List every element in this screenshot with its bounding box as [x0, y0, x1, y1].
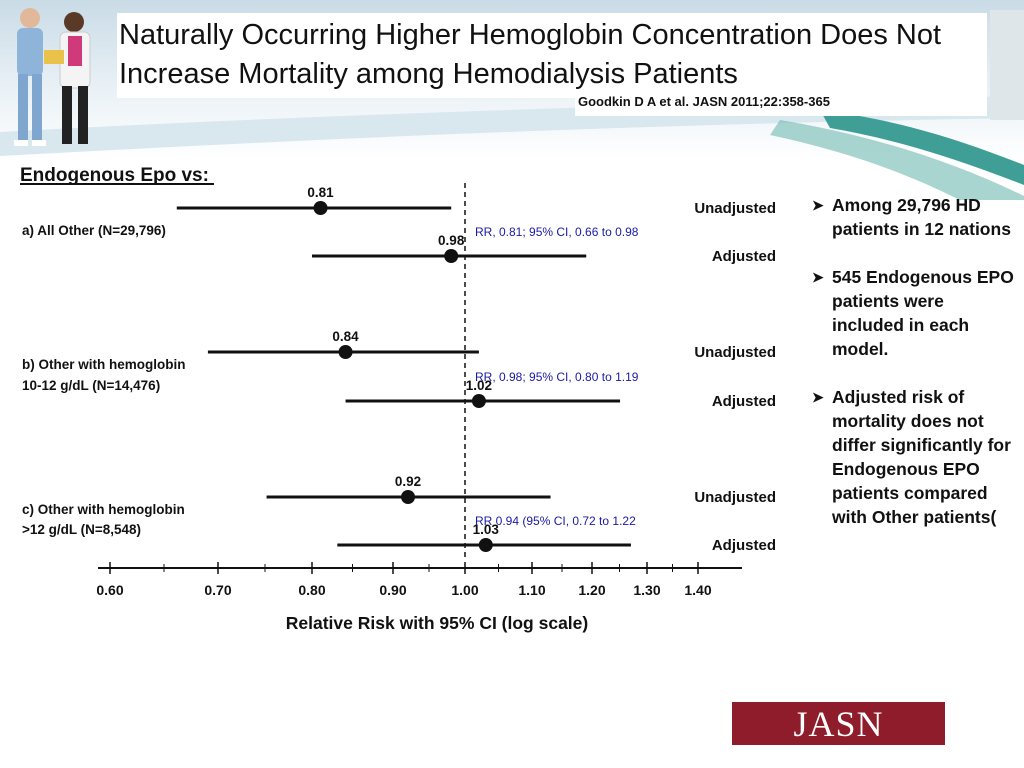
- arrow-bullet-icon: ➤: [812, 197, 824, 213]
- row-label: Adjusted: [712, 537, 776, 554]
- value-label: 0.98: [438, 233, 465, 248]
- clinicians-illustration: [14, 8, 91, 146]
- rr-annotation: RR, 0.98; 95% CI, 0.80 to 1.19: [475, 370, 639, 384]
- rr-annotation: RR, 0.81; 95% CI, 0.66 to 0.98: [475, 225, 639, 239]
- row-label: Unadjusted: [694, 489, 776, 506]
- citation: Goodkin D A et al. JASN 2011;22:358-365: [578, 94, 830, 109]
- note-item: ➤ 545 Endogenous EPO patients were inclu…: [810, 265, 1015, 361]
- arrow-bullet-icon: ➤: [812, 269, 824, 285]
- group-label: c) Other with hemoglobin: [22, 502, 185, 517]
- value-label: 0.92: [395, 474, 421, 489]
- slide-title: Naturally Occurring Higher Hemoglobin Co…: [119, 19, 942, 90]
- group-label: a) All Other (N=29,796): [22, 223, 166, 238]
- value-label: 1.02: [466, 378, 492, 393]
- jasn-logo: JASN: [732, 702, 945, 745]
- point-estimate: [478, 538, 493, 552]
- value-label: 0.81: [307, 185, 334, 200]
- row-label: Unadjusted: [694, 200, 776, 217]
- row-label: Adjusted: [712, 393, 776, 410]
- title-box: Naturally Occurring Higher Hemoglobin Co…: [117, 13, 987, 98]
- x-tick-label: 1.00: [451, 582, 478, 598]
- group-label: b) Other with hemoglobin: [22, 357, 185, 372]
- point-estimate: [338, 345, 353, 359]
- x-tick-label: 1.40: [684, 582, 711, 598]
- point-estimate: [444, 249, 459, 263]
- note-item: ➤ Adjusted risk of mortality does not di…: [810, 385, 1015, 529]
- note-text: 545 Endogenous EPO patients were include…: [832, 267, 1014, 359]
- note-item: ➤ Among 29,796 HD patients in 12 nations: [810, 193, 1015, 241]
- x-axis-label: Relative Risk with 95% CI (log scale): [286, 613, 588, 633]
- rr-annotation: RR 0.94 (95% CI, 0.72 to 1.22: [475, 514, 636, 528]
- forest-plot: Endogenous Epo vs: a) All Other (N=29,796…: [20, 165, 776, 633]
- point-estimate: [313, 201, 328, 215]
- group-label: 10-12 g/dL (N=14,476): [22, 378, 160, 393]
- note-text: Among 29,796 HD patients in 12 nations: [832, 195, 1011, 239]
- side-notes: ➤ Among 29,796 HD patients in 12 nations…: [810, 193, 1015, 553]
- point-estimate: [401, 490, 416, 504]
- point-estimate: [471, 394, 486, 408]
- row-label: Unadjusted: [694, 344, 776, 361]
- x-tick-label: 0.60: [96, 582, 123, 598]
- x-tick-label: 1.20: [578, 582, 605, 598]
- x-tick-label: 0.80: [298, 582, 325, 598]
- value-label: 1.03: [473, 522, 500, 537]
- group-label: >12 g/dL (N=8,548): [22, 522, 141, 537]
- x-tick-label: 0.70: [204, 582, 231, 598]
- citation-box: Goodkin D A et al. JASN 2011;22:358-365: [575, 92, 987, 116]
- value-label: 0.84: [332, 329, 359, 344]
- x-tick-label: 0.90: [379, 582, 406, 598]
- chart-heading: Endogenous Epo vs:: [20, 165, 209, 186]
- x-tick-label: 1.10: [518, 582, 545, 598]
- forest-plot-panel: Endogenous Epo vs: a) All Other (N=29,796…: [18, 163, 778, 643]
- row-label: Adjusted: [712, 248, 776, 265]
- note-text: Adjusted risk of mortality does not diff…: [832, 387, 1011, 527]
- x-tick-label: 1.30: [633, 582, 660, 598]
- arrow-bullet-icon: ➤: [812, 389, 824, 405]
